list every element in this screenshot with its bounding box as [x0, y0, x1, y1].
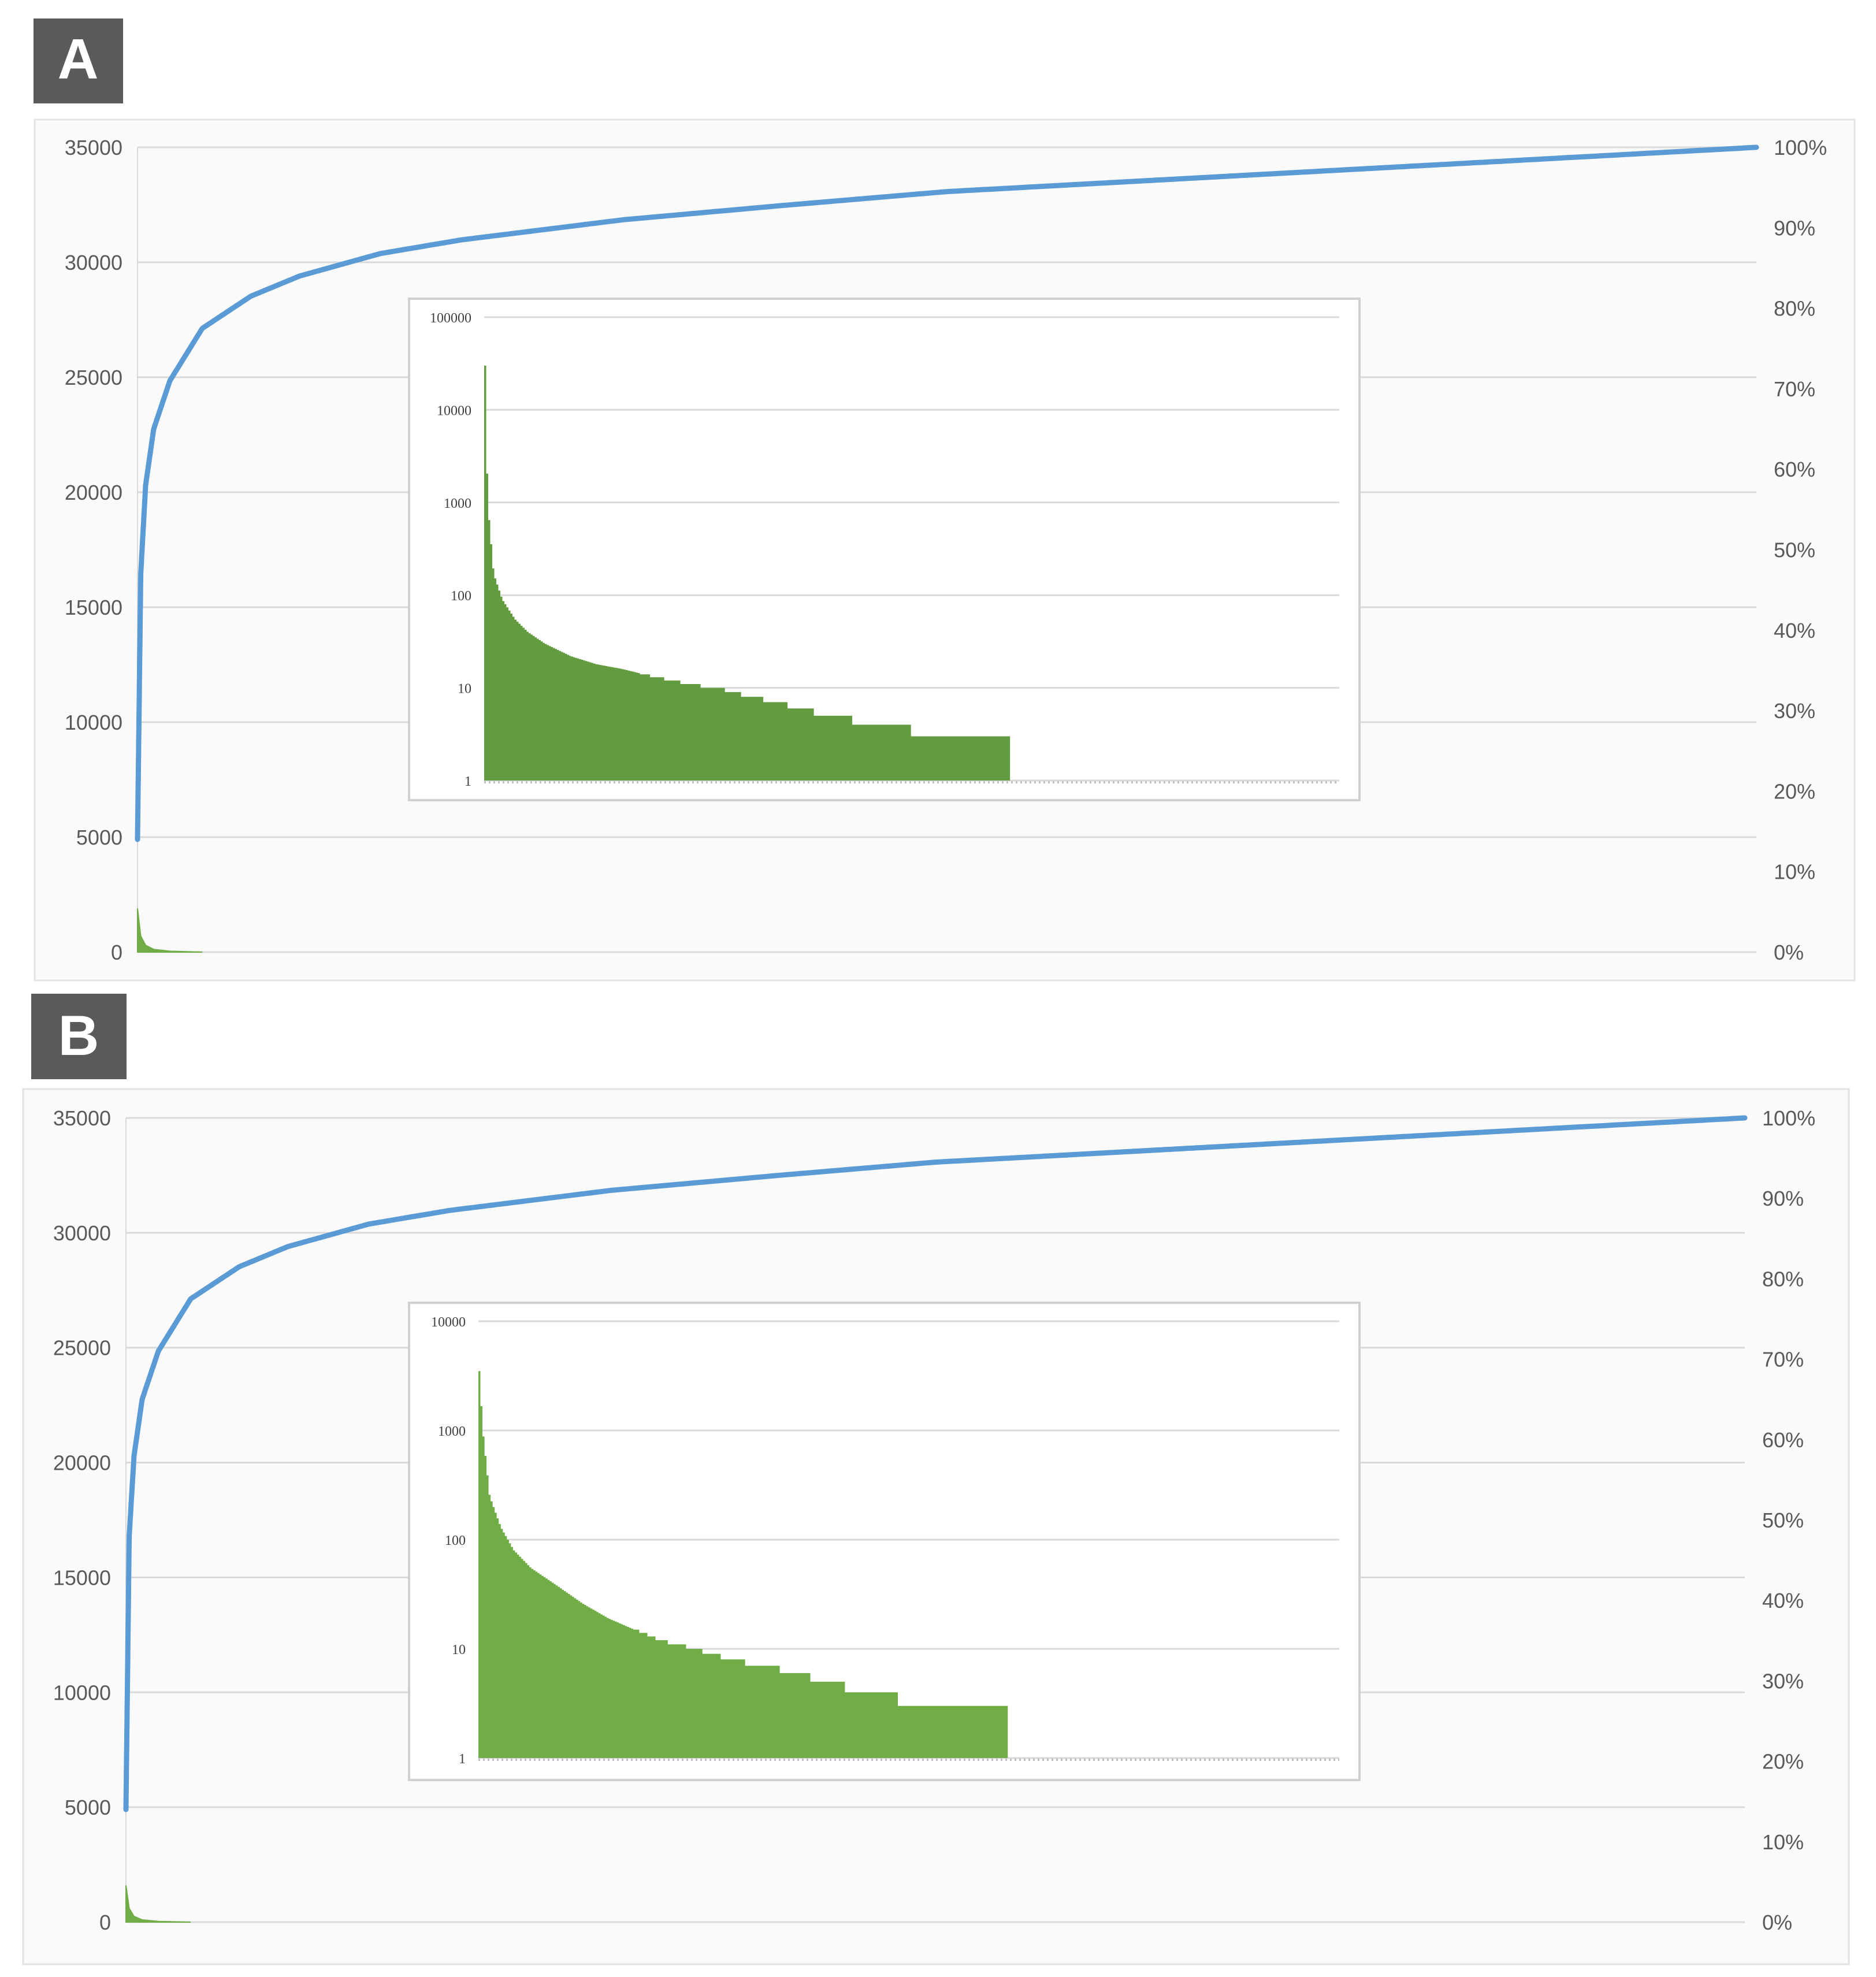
y-right-tick-label: 30%: [1762, 1669, 1804, 1693]
y-right-tick-label: 70%: [1774, 377, 1815, 401]
inset-tick-label: 1000: [444, 496, 471, 511]
y-right-tick-label: 50%: [1774, 538, 1815, 562]
y-left-tick-label: 15000: [65, 596, 122, 619]
inset-tick-label: 10: [458, 682, 471, 697]
inset-tick-label: 10: [452, 1642, 466, 1658]
y-left-tick-label: 20000: [53, 1451, 111, 1475]
y-left-tick-label: 0: [99, 1911, 111, 1934]
panel-a-label-box: [34, 18, 123, 103]
inset-bar-area: [484, 365, 1011, 781]
y-right-tick-label: 80%: [1774, 297, 1815, 321]
y-right-tick-label: 20%: [1774, 779, 1815, 803]
y-right-tick-label: 40%: [1762, 1589, 1804, 1612]
inset-tick-label: 100: [451, 589, 471, 604]
inset-tick-label: 10000: [437, 403, 471, 418]
panel-b-chart: 0 5000 10000 15000 20000 25000 30000 35000 0% 10%…: [53, 1106, 1815, 1934]
cumulative-line-series: [135, 144, 1759, 842]
inset-tick-label: 1: [465, 774, 471, 789]
inset-tick-label: 100000: [430, 311, 471, 326]
y-right-tick-label: 60%: [1762, 1428, 1804, 1452]
y-right-tick-label: 40%: [1774, 619, 1815, 642]
inset-tick-label: 100: [445, 1533, 466, 1548]
y-right-tick-label: 30%: [1774, 699, 1815, 723]
panel-b-label-box: [31, 994, 127, 1079]
y-right-tick-label: 100%: [1774, 136, 1827, 159]
y-left-tick-label: 0: [111, 941, 122, 964]
y-left-tick-label: 25000: [53, 1336, 111, 1360]
cumulative-line-series: [123, 1115, 1748, 1812]
y-left-tick-label: 30000: [53, 1221, 111, 1245]
y-left-tick-label: 35000: [65, 136, 122, 159]
inset-tick-label: 1: [459, 1752, 466, 1767]
y-right-tick-label: 60%: [1774, 458, 1815, 481]
y-left-tick-label: 5000: [76, 826, 122, 849]
bar-series-area: [137, 908, 203, 953]
y-right-tick-label: 20%: [1762, 1750, 1804, 1774]
y-left-tick-label: 5000: [65, 1796, 111, 1819]
y-right-tick-label: 90%: [1774, 216, 1815, 240]
y-left-tick-label: 30000: [65, 251, 122, 274]
panel-a-inset: 1 10 100 1000 10000 100000: [408, 298, 1361, 801]
y-left-tick-label: 20000: [65, 481, 122, 504]
y-left-tick-label: 15000: [53, 1566, 111, 1589]
y-right-tick-label: 0%: [1774, 941, 1804, 964]
y-right-tick-label: 50%: [1762, 1508, 1804, 1532]
y-left-tick-label: 10000: [65, 711, 122, 734]
y-left-tick-label: 10000: [53, 1681, 111, 1704]
y-right-tick-label: 10%: [1762, 1830, 1804, 1854]
y-right-tick-label: 80%: [1762, 1267, 1804, 1291]
panel-b: B 0 5000 10000 15000 20000 25000 30000 35000 0% 1…: [22, 994, 1850, 1965]
y-right-tick-label: 10%: [1774, 860, 1815, 884]
panel-a-chart: 0 5000 10000 15000 20000 25000 30000 35000 0% 10%…: [65, 136, 1827, 964]
bar-series-area: [125, 1885, 191, 1923]
panel-a: A 0 5000 10000 15000 20000 25000 30000 35000 0% 1…: [34, 18, 1856, 982]
y-left-tick-label: 35000: [53, 1106, 111, 1130]
inset-bar-area: [478, 1371, 1008, 1758]
panel-a-label: A: [58, 27, 99, 91]
y-left-tick-label: 25000: [65, 366, 122, 389]
panel-b-label: B: [58, 1004, 99, 1067]
y-right-tick-label: 100%: [1762, 1106, 1815, 1130]
y-right-tick-label: 0%: [1762, 1911, 1792, 1934]
y-right-tick-label: 70%: [1762, 1348, 1804, 1372]
inset-tick-label: 1000: [438, 1424, 466, 1439]
y-right-tick-label: 90%: [1762, 1187, 1804, 1210]
panel-b-inset: 1 10 100 1000 10000: [408, 1302, 1361, 1781]
inset-tick-label: 10000: [431, 1315, 466, 1330]
